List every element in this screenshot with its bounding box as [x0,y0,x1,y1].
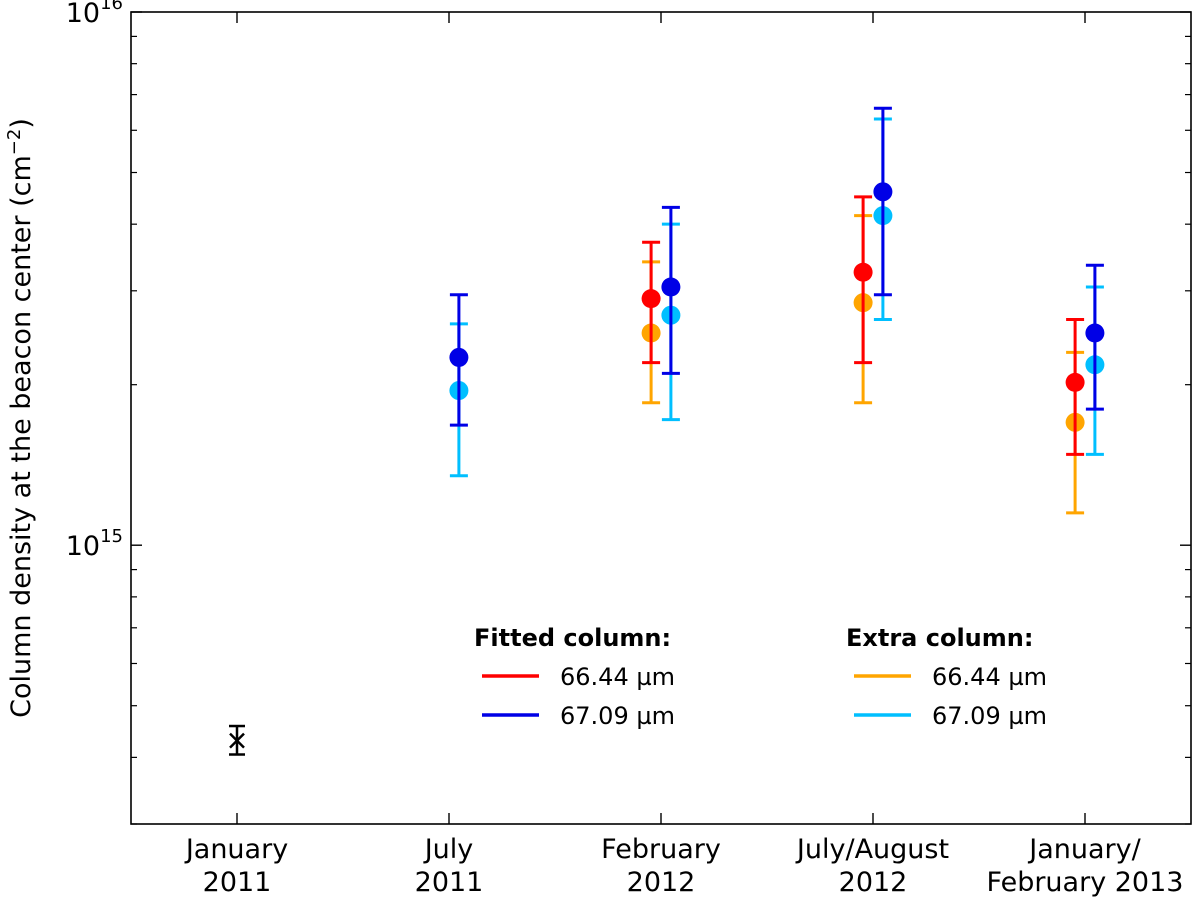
y-tick-label-exponent: 16 [100,0,123,14]
data-point [661,277,681,297]
data-point-group [449,293,469,427]
x-tick-label-line2: 2012 [627,867,696,898]
y-minor-ticks [131,35,1191,825]
x-tick-label-line2: February 2013 [987,867,1184,898]
x-tick-label-line2: 2012 [839,867,908,898]
data-point-group [1065,318,1085,456]
data-point-group [873,106,893,297]
y-axis-label-unit-power: −2 [4,128,25,156]
legend-title: Extra column: [846,624,1033,652]
x-tick-label-line2: 2011 [203,867,272,898]
legend-label: 67.09 µm [560,702,675,730]
data-point [873,182,893,202]
data-point [641,289,661,309]
reference-point-group [229,724,245,756]
y-tick-label-exponent: 15 [100,526,123,547]
reference-marker [229,732,245,749]
x-tick-label-line1: July [423,834,474,865]
y-axis-label-close: ) [6,118,37,129]
y-tick-label-base: 10 [66,0,100,29]
y-axis-label: Column density at the beacon center (cm−… [4,38,40,798]
y-tick-label: 1015 [66,526,123,562]
legend-label: 66.44 µm [932,663,1047,691]
x-axis-ticks: January2011July2011February2012July/Augu… [184,12,1184,898]
y-axis-label-text: Column density at the beacon center (cm [6,155,37,718]
data-marks [229,106,1105,756]
y-tick-label-base: 10 [66,531,100,562]
x-tick-label-line1: February [601,834,721,865]
legend-label: 66.44 µm [560,663,675,691]
x-tick-label-line1: January/ [1027,834,1141,865]
legend-label: 67.09 µm [932,702,1047,730]
x-tick-label-line1: July/August [795,834,949,865]
legend: Fitted column: 66.44 µm 67.09 µm Extra colu… [474,624,1047,730]
data-point [853,262,873,282]
data-point-group [641,240,661,365]
data-point-group [661,205,681,375]
y-tick-label: 1016 [66,0,123,29]
data-point-group [853,195,873,365]
data-point-group [1085,263,1105,411]
data-point [449,347,469,367]
x-tick-label-line1: January [184,834,288,865]
legend-title: Fitted column: [474,624,671,652]
data-point [1085,323,1105,343]
data-point [1065,372,1085,392]
x-tick-label-line2: 2011 [415,867,484,898]
